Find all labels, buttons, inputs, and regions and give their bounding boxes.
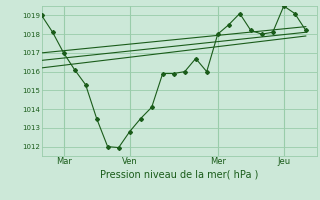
X-axis label: Pression niveau de la mer( hPa ): Pression niveau de la mer( hPa ): [100, 169, 258, 179]
